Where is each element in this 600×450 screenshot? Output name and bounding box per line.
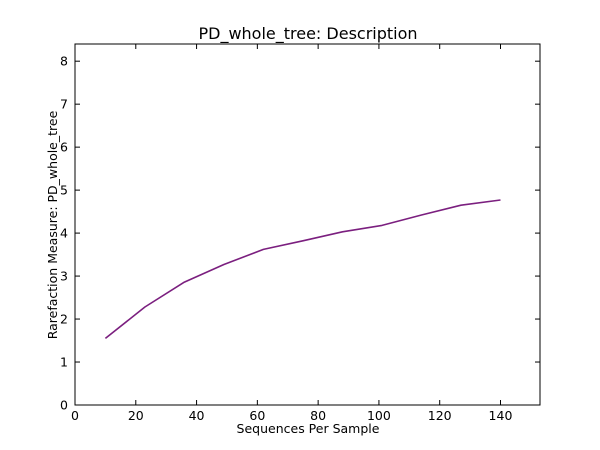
x-tick-label: 140 <box>489 408 513 423</box>
y-tick-label: 0 <box>60 398 68 413</box>
x-tick-label: 40 <box>189 408 205 423</box>
x-tick-label: 100 <box>367 408 391 423</box>
x-tick-label: 20 <box>128 408 144 423</box>
chart-title: PD_whole_tree: Description <box>198 24 417 44</box>
x-tick-label: 80 <box>310 408 326 423</box>
y-tick-label: 2 <box>60 312 68 327</box>
y-axis-label: Rarefaction Measure: PD_whole_tree <box>45 110 60 339</box>
x-tick-label: 120 <box>428 408 452 423</box>
x-tick-label: 0 <box>71 408 79 423</box>
series-line <box>104 199 501 340</box>
x-tick-label: 60 <box>249 408 265 423</box>
y-tick-label: 5 <box>60 183 68 198</box>
y-tick-label: 4 <box>60 226 68 241</box>
y-tick-label: 7 <box>60 97 68 112</box>
plot-frame <box>74 43 541 406</box>
y-tick-label: 3 <box>60 269 68 284</box>
y-tick-label: 8 <box>60 54 68 69</box>
x-axis-label: Sequences Per Sample <box>237 421 380 436</box>
axis-ticks: 0 20 40 60 80 100 120 140 0 1 2 3 4 5 6 7 8 <box>60 44 540 423</box>
series-group <box>104 199 501 340</box>
y-tick-label: 1 <box>60 355 68 370</box>
y-tick-label: 6 <box>60 140 68 155</box>
